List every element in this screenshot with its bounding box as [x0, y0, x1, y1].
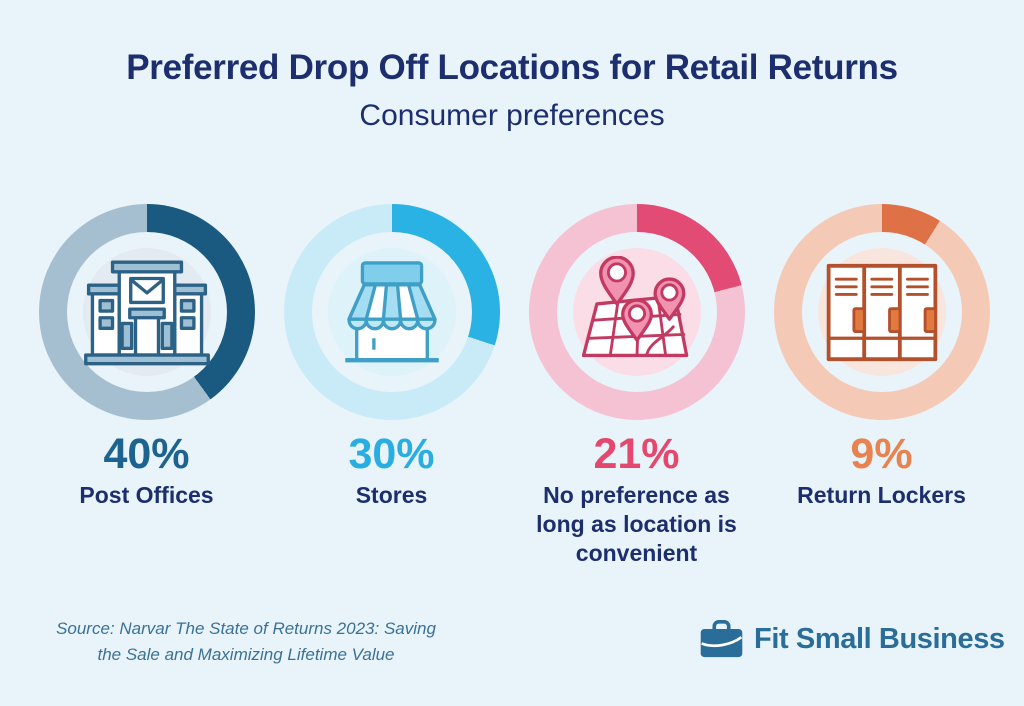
donut-column-no-preference: 21% No preference as long as location is… [514, 204, 759, 567]
category-label: Post Offices [79, 482, 214, 509]
donut-column-post-offices: 40% Post Offices [24, 204, 269, 567]
percent-label: 9% [850, 430, 913, 478]
source-line-1: Source: Narvar The State of Returns 2023… [56, 619, 436, 638]
source-line-2: the Sale and Maximizing Lifetime Value [97, 644, 395, 664]
page-title: Preferred Drop Off Locations for Retail … [126, 48, 898, 87]
map-pins-icon [581, 255, 688, 357]
lockers-icon [826, 263, 937, 361]
percent-label: 30% [348, 430, 435, 478]
post-office-building-icon [83, 260, 210, 366]
category-label: Return Lockers [797, 482, 966, 509]
percent-label: 21% [593, 430, 680, 478]
storefront-icon [344, 260, 439, 362]
category-label: No preference as long as location is con… [536, 482, 737, 566]
donut-column-return-lockers: 9% Return Lockers [759, 204, 1004, 567]
page-subtitle: Consumer preferences [359, 99, 665, 132]
briefcase-icon [700, 620, 743, 658]
donut-ring-stores [283, 204, 500, 420]
donut-ring-no-preference [528, 204, 745, 420]
donut-column-stores: 30% Stores [269, 204, 514, 567]
donut-ring-return-lockers [773, 204, 990, 420]
category-label: Stores [355, 482, 428, 509]
fit-small-business-logo: Fit Small Business [698, 614, 1005, 664]
logo-wordmark: Fit Small Business [754, 622, 1005, 655]
donut-chart-row: 40% Post Offices [24, 204, 1004, 567]
percent-label: 40% [103, 430, 190, 478]
donut-ring-post-offices [38, 204, 255, 420]
source-attribution: Source: Narvar The State of Returns 2023… [40, 616, 452, 667]
